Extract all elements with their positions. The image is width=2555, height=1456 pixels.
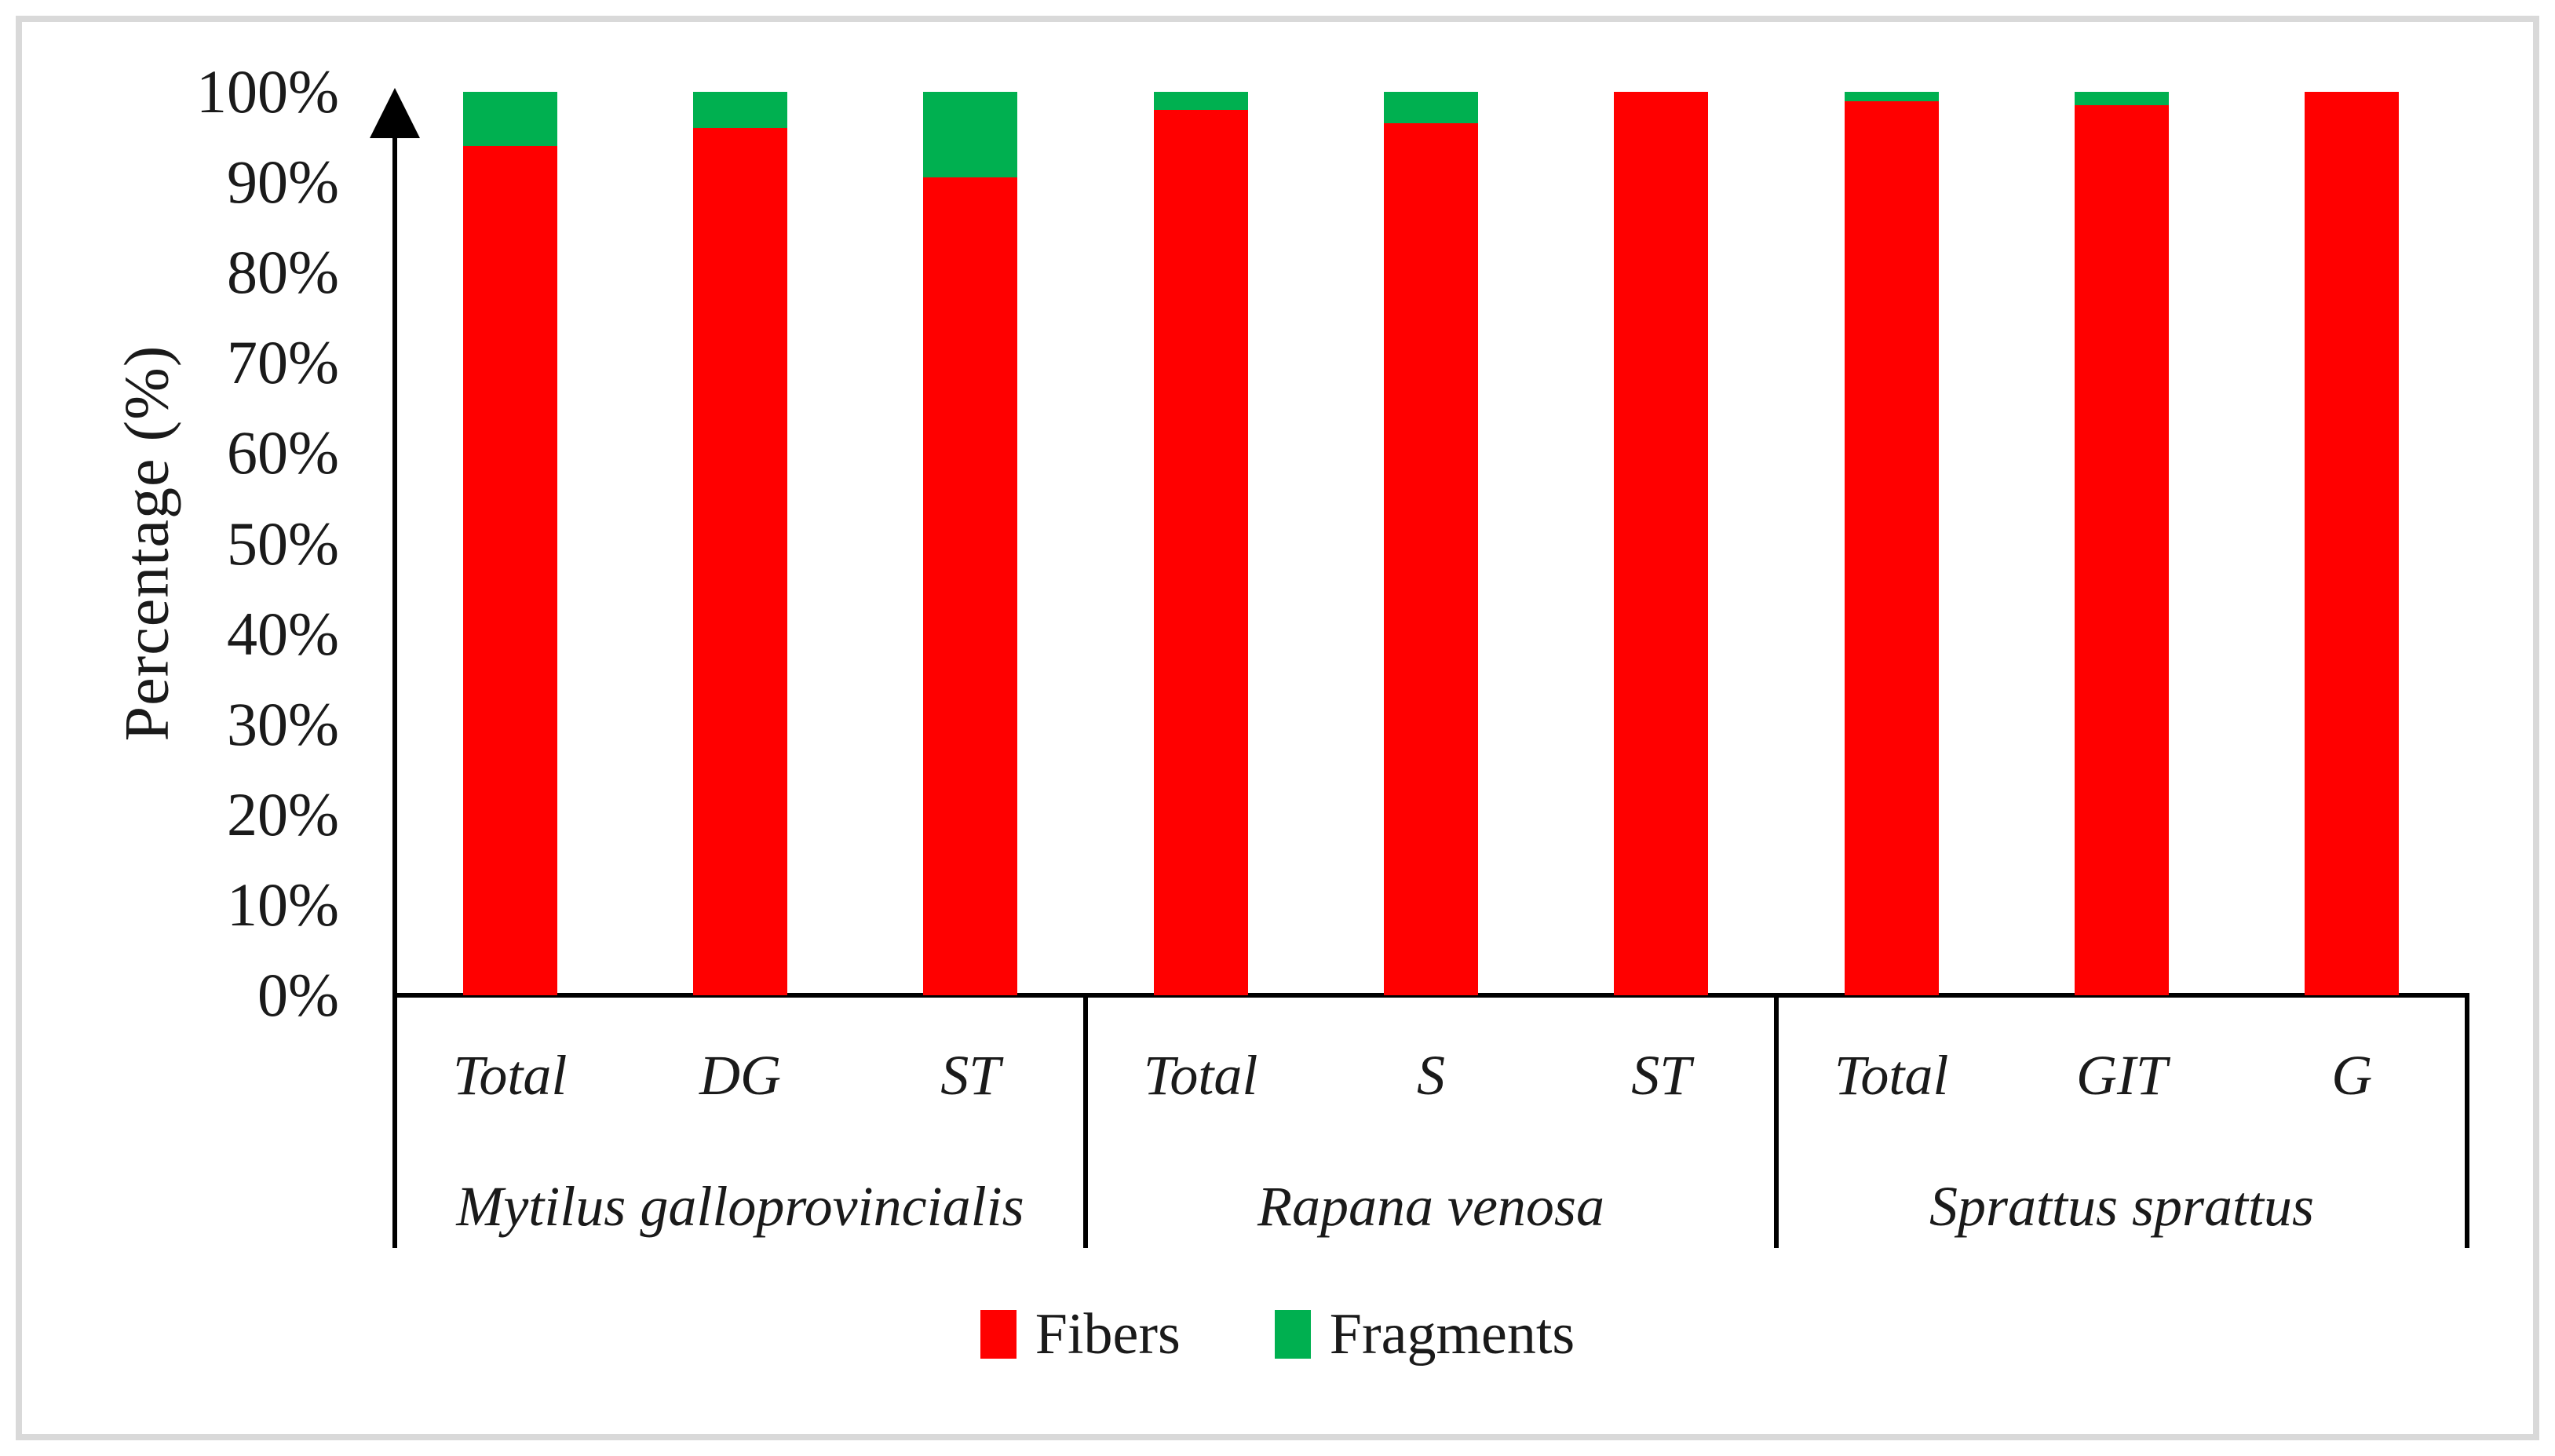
bar-segment-fragments [1153, 92, 1248, 111]
tissue-label: S [1416, 1043, 1445, 1107]
y-tick-label: 30% [227, 689, 339, 758]
species-label: Sprattus sprattus [1929, 1174, 2315, 1238]
bar-slot [1316, 92, 1546, 995]
bar-slot [2237, 92, 2467, 995]
legend-item-fragments: Fragments [1274, 1301, 1575, 1368]
bar-segment-fibers [462, 146, 557, 995]
bar-segment-fragments [923, 92, 1018, 178]
bar-slot [625, 92, 855, 995]
bar-total [462, 92, 557, 995]
y-axis-line [392, 127, 397, 995]
tissue-label: ST [940, 1043, 1001, 1107]
tissue-label: Total [1834, 1043, 1949, 1107]
bar-total [1844, 92, 1939, 995]
legend-label: Fragments [1329, 1301, 1575, 1367]
legend-swatch-fibers [980, 1310, 1017, 1359]
bar-segment-fibers [1153, 110, 1248, 995]
bar-segment-fragments [1383, 92, 1478, 124]
figure-border [16, 16, 2539, 1440]
plot-area [395, 92, 2467, 995]
bar-segment-fibers [2074, 105, 2169, 995]
bar-segment-fibers [1844, 100, 1939, 995]
axis-arrow-icon [370, 88, 420, 138]
bar-segment-fibers [2305, 92, 2400, 995]
bar-slot [1546, 92, 1776, 995]
tissue-label: Total [452, 1043, 568, 1107]
y-tick-label: 40% [227, 599, 339, 668]
bar-st [1614, 92, 1709, 995]
legend: Fibers Fragments [0, 1291, 2555, 1378]
bar-segment-fibers [1614, 92, 1709, 995]
bar-slot [1086, 92, 1316, 995]
bar-segment-fibers [1383, 123, 1478, 995]
group-divider [2465, 995, 2469, 1248]
bar-st [923, 92, 1018, 995]
bar-segment-fragments [1844, 92, 1939, 101]
y-tick-label: 50% [227, 509, 339, 578]
species-label: Rapana venosa [1257, 1174, 1604, 1238]
legend-swatch-fragments [1274, 1310, 1311, 1359]
tissue-label: G [2331, 1043, 2373, 1107]
bar-git [2074, 92, 2169, 995]
bar-segment-fragments [2074, 92, 2169, 106]
bar-segment-fragments [462, 92, 557, 147]
y-tick-label: 0% [257, 961, 339, 1029]
tissue-label: Total [1143, 1043, 1258, 1107]
tissue-label: DG [699, 1043, 781, 1107]
group-divider [1774, 995, 1779, 1248]
species-label: Mytilus galloprovincialis [456, 1174, 1024, 1238]
tissue-label-row: Total DG ST Total S ST Total GIT G [395, 1028, 2467, 1122]
y-tick-label: 90% [227, 148, 339, 217]
bar-s [1383, 92, 1478, 995]
species-label-row: Mytilus galloprovincialis Rapana venosa Sp… [395, 1155, 2467, 1257]
bar-segment-fragments [692, 92, 787, 129]
bar-dg [692, 92, 787, 995]
bar-slot [856, 92, 1086, 995]
bar-slot [395, 92, 625, 995]
y-tick-label: 60% [227, 418, 339, 487]
y-tick-label: 100% [196, 57, 339, 126]
bar-segment-fibers [692, 128, 787, 995]
bar-segment-fibers [923, 177, 1018, 995]
y-tick-label: 10% [227, 870, 339, 939]
y-tick-label: 80% [227, 238, 339, 307]
tissue-label: ST [1631, 1043, 1692, 1107]
y-tick-label: 70% [227, 328, 339, 397]
group-divider [1083, 995, 1088, 1248]
bar-total [1153, 92, 1248, 995]
group-divider [392, 995, 397, 1248]
y-tick-label: 20% [227, 779, 339, 848]
x-axis-line [392, 993, 2469, 998]
legend-item-fibers: Fibers [980, 1301, 1181, 1368]
legend-label: Fibers [1035, 1301, 1181, 1367]
bar-slot [2006, 92, 2236, 995]
bar-slot [1776, 92, 2006, 995]
tissue-label: GIT [2075, 1043, 2167, 1107]
bar-g [2305, 92, 2400, 995]
